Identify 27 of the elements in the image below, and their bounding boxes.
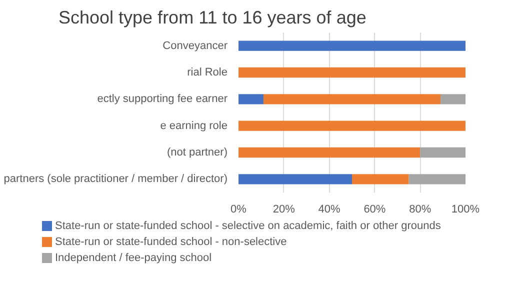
bar	[238, 40, 466, 51]
y-tick-label: ectly supporting fee earner	[97, 93, 228, 106]
bar	[263, 94, 441, 104]
x-tick-label: 60%	[364, 204, 386, 216]
bar	[238, 67, 466, 78]
y-tick-label: (not partner)	[166, 146, 228, 158]
bar	[238, 94, 264, 104]
bar	[352, 174, 409, 184]
x-tick-label: 0%	[230, 204, 247, 216]
bar	[440, 94, 466, 104]
bar	[420, 147, 466, 158]
y-tick-label: partners (sole practitioner / member / director)	[4, 173, 228, 186]
x-tick-label: 100%	[451, 204, 480, 216]
chart-title: School type from 11 to 16 years of age	[58, 8, 366, 28]
bar	[238, 147, 420, 158]
bar	[238, 174, 352, 184]
x-tick-label: 80%	[409, 204, 432, 216]
legend-label: State-run or state-funded school - non-selective	[55, 236, 287, 248]
bar	[238, 120, 466, 131]
x-tick-label: 20%	[272, 204, 296, 216]
x-tick-label: 40%	[318, 204, 341, 216]
y-tick-label: Conveyancer	[162, 40, 228, 52]
y-tick-label: e earning role	[160, 120, 228, 132]
bar	[408, 174, 466, 184]
y-tick-label: rial Role	[187, 66, 228, 78]
legend-label: Independent / fee-paying school	[55, 252, 212, 264]
legend-label: State-run or state-funded school - selective on academic, faith or other grounds	[55, 220, 441, 232]
